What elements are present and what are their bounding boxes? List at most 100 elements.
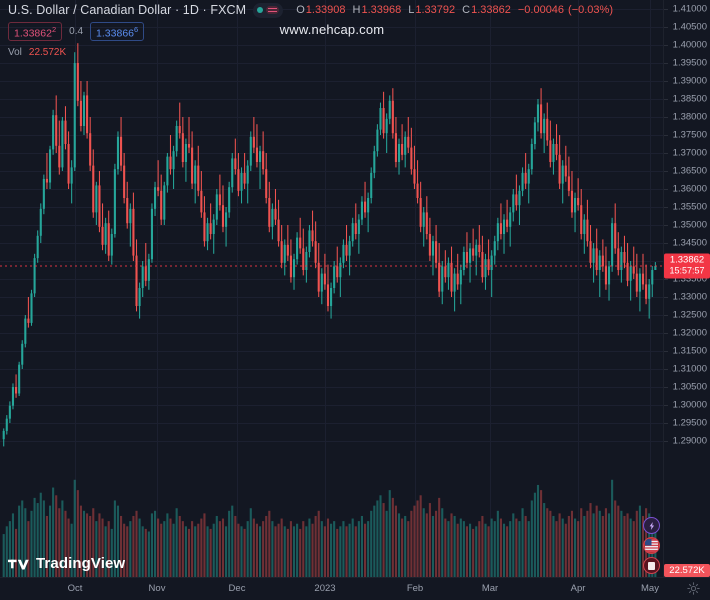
price-tick: 1.41000 — [672, 3, 707, 15]
record-circle-icon — [648, 561, 655, 570]
price-tick: 1.29000 — [672, 435, 707, 447]
bid-price-badge[interactable]: 1.338622 — [8, 21, 63, 42]
price-tick: 1.36000 — [672, 183, 707, 195]
watermark-text: www.nehcap.com — [279, 22, 385, 37]
price-scale[interactable]: 1.33862 15:57:57 22.572K 1.41000 1.40500 1… — [663, 0, 710, 578]
price-tick-dash — [664, 315, 668, 316]
candlestick-svg — [0, 43, 664, 578]
price-change-percent: (−0.03%) — [568, 3, 613, 16]
price-tick-dash — [664, 351, 668, 352]
ohlc-low-value: 1.33792 — [415, 3, 456, 16]
ohlc-open-key: O — [296, 3, 305, 16]
ohlc-low-key: L — [408, 3, 415, 16]
current-price-badge: 1.33862 15:57:57 — [664, 253, 710, 279]
price-tick: 1.31000 — [672, 363, 707, 375]
price-tick-dash — [664, 387, 668, 388]
volume-label: Vol — [8, 47, 22, 58]
price-tick-dash — [664, 279, 668, 280]
current-price-value: 1.33862 — [669, 254, 705, 266]
floating-buttons — [643, 517, 660, 574]
price-tick: 1.37000 — [672, 147, 707, 159]
time-tick: Mar — [481, 583, 499, 594]
price-tick: 1.39500 — [672, 57, 707, 69]
time-scale[interactable]: Oct Nov Dec 2023 Feb Mar Apr May — [0, 577, 710, 600]
symbol-title[interactable]: U.S. Dollar / Canadian Dollar · 1D · FXC… — [8, 2, 247, 17]
price-tick-dash — [664, 117, 668, 118]
price-change: −0.00046 — [517, 3, 565, 16]
chart-legend: U.S. Dollar / Canadian Dollar · 1D · FXC… — [8, 2, 613, 60]
price-tick-dash — [664, 225, 668, 226]
price-tick: 1.30000 — [672, 399, 707, 411]
price-tick-dash — [664, 171, 668, 172]
time-tick: Dec — [228, 583, 246, 594]
ohlc-close-key: C — [462, 3, 471, 16]
lightning-bolt-icon — [649, 521, 654, 530]
chart-plot-area[interactable] — [0, 0, 664, 578]
ohlc-open-value: 1.33908 — [305, 3, 346, 16]
price-tick-dash — [664, 333, 668, 334]
price-tick-dash — [664, 189, 668, 190]
price-tick: 1.34500 — [672, 237, 707, 249]
ask-price-value: 1.33866 — [96, 27, 135, 40]
price-tick-dash — [664, 9, 668, 10]
price-tick: 1.33000 — [672, 291, 707, 303]
volume-legend: Vol 22.572K — [8, 46, 613, 60]
price-tick: 1.38500 — [672, 93, 707, 105]
time-tick: Nov — [148, 583, 166, 594]
price-tick: 1.35000 — [672, 219, 707, 231]
ask-price-badge[interactable]: 1.338666 — [90, 21, 145, 42]
price-tick: 1.39000 — [672, 75, 707, 87]
price-tick: 1.31500 — [672, 345, 707, 357]
volume-value: 22.572K — [28, 47, 67, 58]
volume-scale-badge: 22.572K — [664, 564, 710, 577]
price-tick: 1.32500 — [672, 309, 707, 321]
spread-value: 0.4 — [69, 25, 84, 37]
tradingview-logo-icon — [8, 559, 29, 569]
price-tick-dash — [664, 405, 668, 406]
bid-price-sup: 2 — [51, 24, 57, 34]
price-tick-dash — [664, 27, 668, 28]
price-tick-dash — [664, 81, 668, 82]
ohlc-high-key: H — [352, 3, 361, 16]
price-tick: 1.38000 — [672, 111, 707, 123]
session-flag-button[interactable] — [643, 537, 660, 554]
price-tick-dash — [664, 369, 668, 370]
status-dot-icon — [257, 7, 264, 13]
price-tick-dash — [664, 63, 668, 64]
price-tick-dash — [664, 153, 668, 154]
current-price-time: 15:57:57 — [669, 265, 705, 276]
price-tick-dash — [664, 243, 668, 244]
price-tick: 1.40500 — [672, 21, 707, 33]
legend-badges-row: 1.338622 0.4 1.338666 — [8, 21, 613, 42]
alert-button[interactable] — [643, 517, 660, 534]
price-tick-dash — [664, 423, 668, 424]
price-tick: 1.32000 — [672, 327, 707, 339]
price-tick: 1.37500 — [672, 129, 707, 141]
tradingview-logo-text: TradingView — [36, 555, 126, 572]
time-tick: Feb — [406, 583, 424, 594]
market-status-indicator[interactable] — [253, 2, 284, 18]
gear-icon[interactable] — [687, 582, 700, 595]
bid-price-value: 1.33862 — [14, 27, 52, 40]
price-tick-dash — [664, 207, 668, 208]
status-pill-icon — [266, 6, 280, 14]
price-tick: 1.35500 — [672, 201, 707, 213]
ohlc-high-value: 1.33968 — [361, 3, 402, 16]
price-tick-dash — [664, 45, 668, 46]
price-tick-dash — [664, 297, 668, 298]
price-tick-dash — [664, 99, 668, 100]
legend-primary-row: U.S. Dollar / Canadian Dollar · 1D · FXC… — [8, 2, 613, 18]
replay-record-button[interactable] — [643, 557, 660, 574]
time-tick: May — [641, 583, 659, 594]
ask-price-sup: 6 — [134, 24, 139, 34]
price-tick: 1.29500 — [672, 417, 707, 429]
price-tick-dash — [664, 135, 668, 136]
price-tick: 1.30500 — [672, 381, 707, 393]
time-tick: Apr — [570, 583, 586, 594]
ohlc-close-value: 1.33862 — [471, 3, 511, 16]
price-tick-dash — [664, 441, 668, 442]
price-tick: 1.36500 — [672, 165, 707, 177]
tradingview-branding[interactable]: TradingView — [8, 555, 125, 572]
time-tick: 2023 — [314, 583, 336, 594]
